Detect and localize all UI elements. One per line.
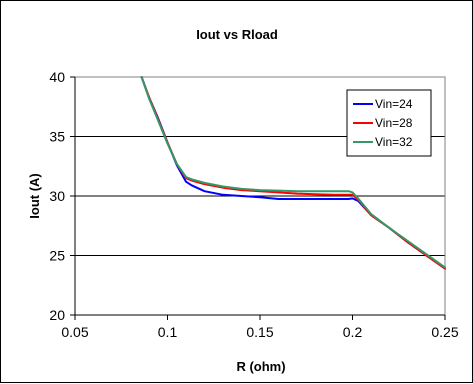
- y-tick-label: 35: [49, 129, 65, 145]
- x-tick-label: 0.15: [246, 324, 273, 340]
- legend-label: Vin=28: [375, 116, 413, 130]
- y-tick-label: 25: [49, 248, 65, 264]
- y-axis-label: Iout (A): [27, 173, 42, 218]
- series-line-3: [140, 76, 446, 269]
- series-lines: [140, 76, 446, 270]
- x-tick-label: 0.25: [431, 324, 458, 340]
- y-tick-label: 20: [49, 307, 65, 323]
- y-tick-label: 40: [49, 69, 65, 85]
- legend: Vin=24 Vin=28 Vin=32: [346, 89, 432, 157]
- y-tick-label: 30: [49, 188, 65, 204]
- legend-label: Vin=32: [375, 135, 413, 149]
- axes: 0.05 0.1 0.15 0.2 0.25 20 25 30 35 40: [49, 69, 458, 340]
- x-tick-label: 0.05: [61, 324, 88, 340]
- x-tick-label: 0.1: [158, 324, 178, 340]
- x-tick-label: 0.2: [343, 324, 363, 340]
- x-axis-label: R (ohm): [236, 359, 285, 374]
- legend-label: Vin=24: [375, 97, 413, 111]
- chart-title: Iout vs Rload: [196, 27, 278, 42]
